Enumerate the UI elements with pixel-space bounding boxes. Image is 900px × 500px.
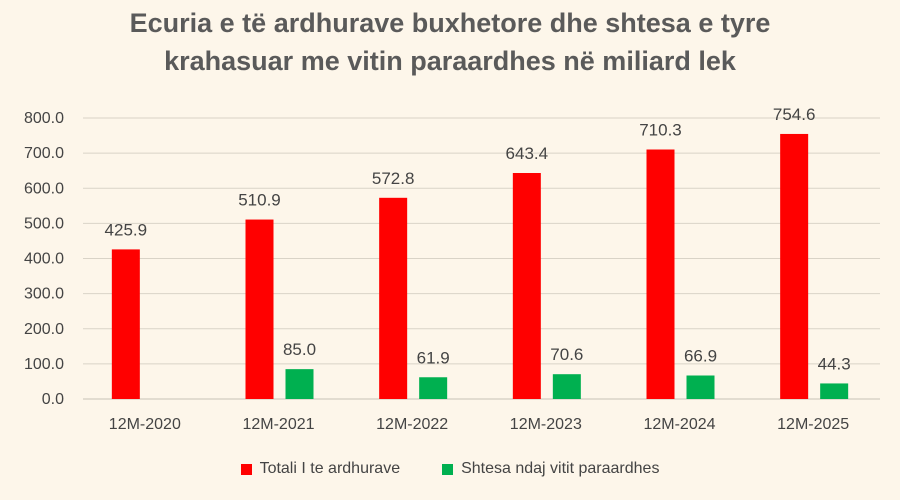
bar-total [646, 149, 675, 399]
x-category-label: 12M-2023 [510, 416, 582, 433]
bar-chart: 0.0 100.0 200.0 300.0 400.0 500.0 600.0 700.0 80… [24, 105, 880, 433]
y-tick-label: 100.0 [24, 356, 64, 373]
legend-item-total: Totali I te ardhurave [240, 460, 401, 478]
x-category-label: 12M-2020 [109, 416, 181, 433]
bar-total [379, 197, 408, 399]
chart-title: Ecuria e të ardhurave buxhetore dhe shte… [0, 4, 900, 80]
x-category-label: 12M-2021 [242, 416, 314, 433]
data-label-total: 425.9 [105, 220, 148, 239]
legend-label-total: Totali I te ardhurave [259, 460, 401, 477]
y-tick-label: 400.0 [24, 251, 64, 268]
data-label-increase: 44.3 [818, 354, 851, 373]
data-label-increase: 66.9 [684, 347, 717, 366]
chart-title-line-1: Ecuria e të ardhurave buxhetore dhe shte… [129, 8, 771, 38]
y-tick-label: 600.0 [24, 180, 64, 197]
data-label-increase: 61.9 [417, 348, 450, 367]
legend-label-increase: Shtesa ndaj vitit paraardhes [461, 460, 660, 477]
x-category-label: 12M-2024 [643, 416, 715, 433]
bar-increase [285, 369, 314, 399]
legend-swatch-increase [442, 463, 454, 475]
y-tick-label: 500.0 [24, 215, 64, 232]
bar-increase [419, 377, 448, 399]
bar-total [111, 249, 140, 399]
data-label-increase: 85.0 [283, 340, 316, 359]
y-tick-label: 0.0 [42, 391, 64, 408]
bar-increase [552, 374, 581, 399]
data-label-increase: 70.6 [550, 345, 583, 364]
y-tick-label: 700.0 [24, 145, 64, 162]
bar-increase [820, 383, 849, 399]
data-label-total: 643.4 [506, 144, 549, 163]
data-label-total: 572.8 [372, 169, 415, 188]
x-category-label: 12M-2025 [777, 416, 849, 433]
chart-title-line-2: krahasuar me vitin paraardhes në miliard… [164, 46, 736, 76]
y-tick-label: 200.0 [24, 321, 64, 338]
bar-increase [686, 375, 715, 399]
y-tick-label: 300.0 [24, 286, 64, 303]
data-label-total: 510.9 [238, 191, 281, 210]
data-label-total: 754.6 [773, 105, 816, 124]
bar-total [780, 133, 809, 399]
x-category-label: 12M-2022 [376, 416, 448, 433]
data-label-total: 710.3 [639, 121, 682, 140]
legend-swatch-total [240, 463, 252, 475]
y-tick-label: 800.0 [24, 110, 64, 127]
chart-legend: Totali I te ardhurave Shtesa ndaj vitit … [0, 460, 900, 478]
bar-total [512, 173, 541, 399]
legend-item-increase: Shtesa ndaj vitit paraardhes [442, 460, 659, 478]
bar-total [245, 219, 274, 399]
